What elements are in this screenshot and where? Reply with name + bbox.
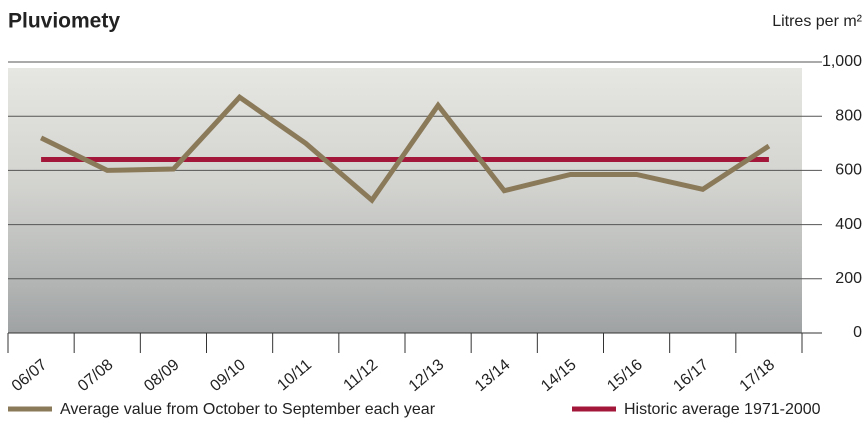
x-tick-label: 16/17 xyxy=(670,356,712,395)
x-tick-label: 13/14 xyxy=(472,356,514,395)
y-tick-label: 400 xyxy=(835,216,862,233)
x-tick-label: 06/07 xyxy=(9,356,51,395)
x-tick-label: 09/10 xyxy=(207,356,249,395)
x-tick-label: 10/11 xyxy=(274,356,315,394)
data-line xyxy=(39,93,771,204)
x-tick-label: 12/13 xyxy=(406,356,448,395)
y-tick-label: 1,000 xyxy=(822,53,862,70)
legend-label: Average value from October to September … xyxy=(60,401,436,418)
x-tick-label: 14/15 xyxy=(538,356,580,395)
chart-title: Pluviomety xyxy=(8,10,120,33)
y-tick-label: 600 xyxy=(835,162,862,179)
x-tick-label: 15/16 xyxy=(604,356,646,395)
x-tick-label: 11/12 xyxy=(341,356,382,394)
legend-label: Historic average 1971-2000 xyxy=(624,401,821,418)
x-tick-label: 08/09 xyxy=(141,356,183,395)
x-tick-label: 17/18 xyxy=(737,356,779,395)
plot-background xyxy=(8,68,802,333)
y-axis-label: Litres per m² xyxy=(772,13,862,30)
x-tick-label: 07/08 xyxy=(75,356,117,395)
y-tick-label: 200 xyxy=(835,270,862,287)
y-tick-label: 0 xyxy=(853,324,862,341)
y-tick-label: 800 xyxy=(835,107,862,124)
